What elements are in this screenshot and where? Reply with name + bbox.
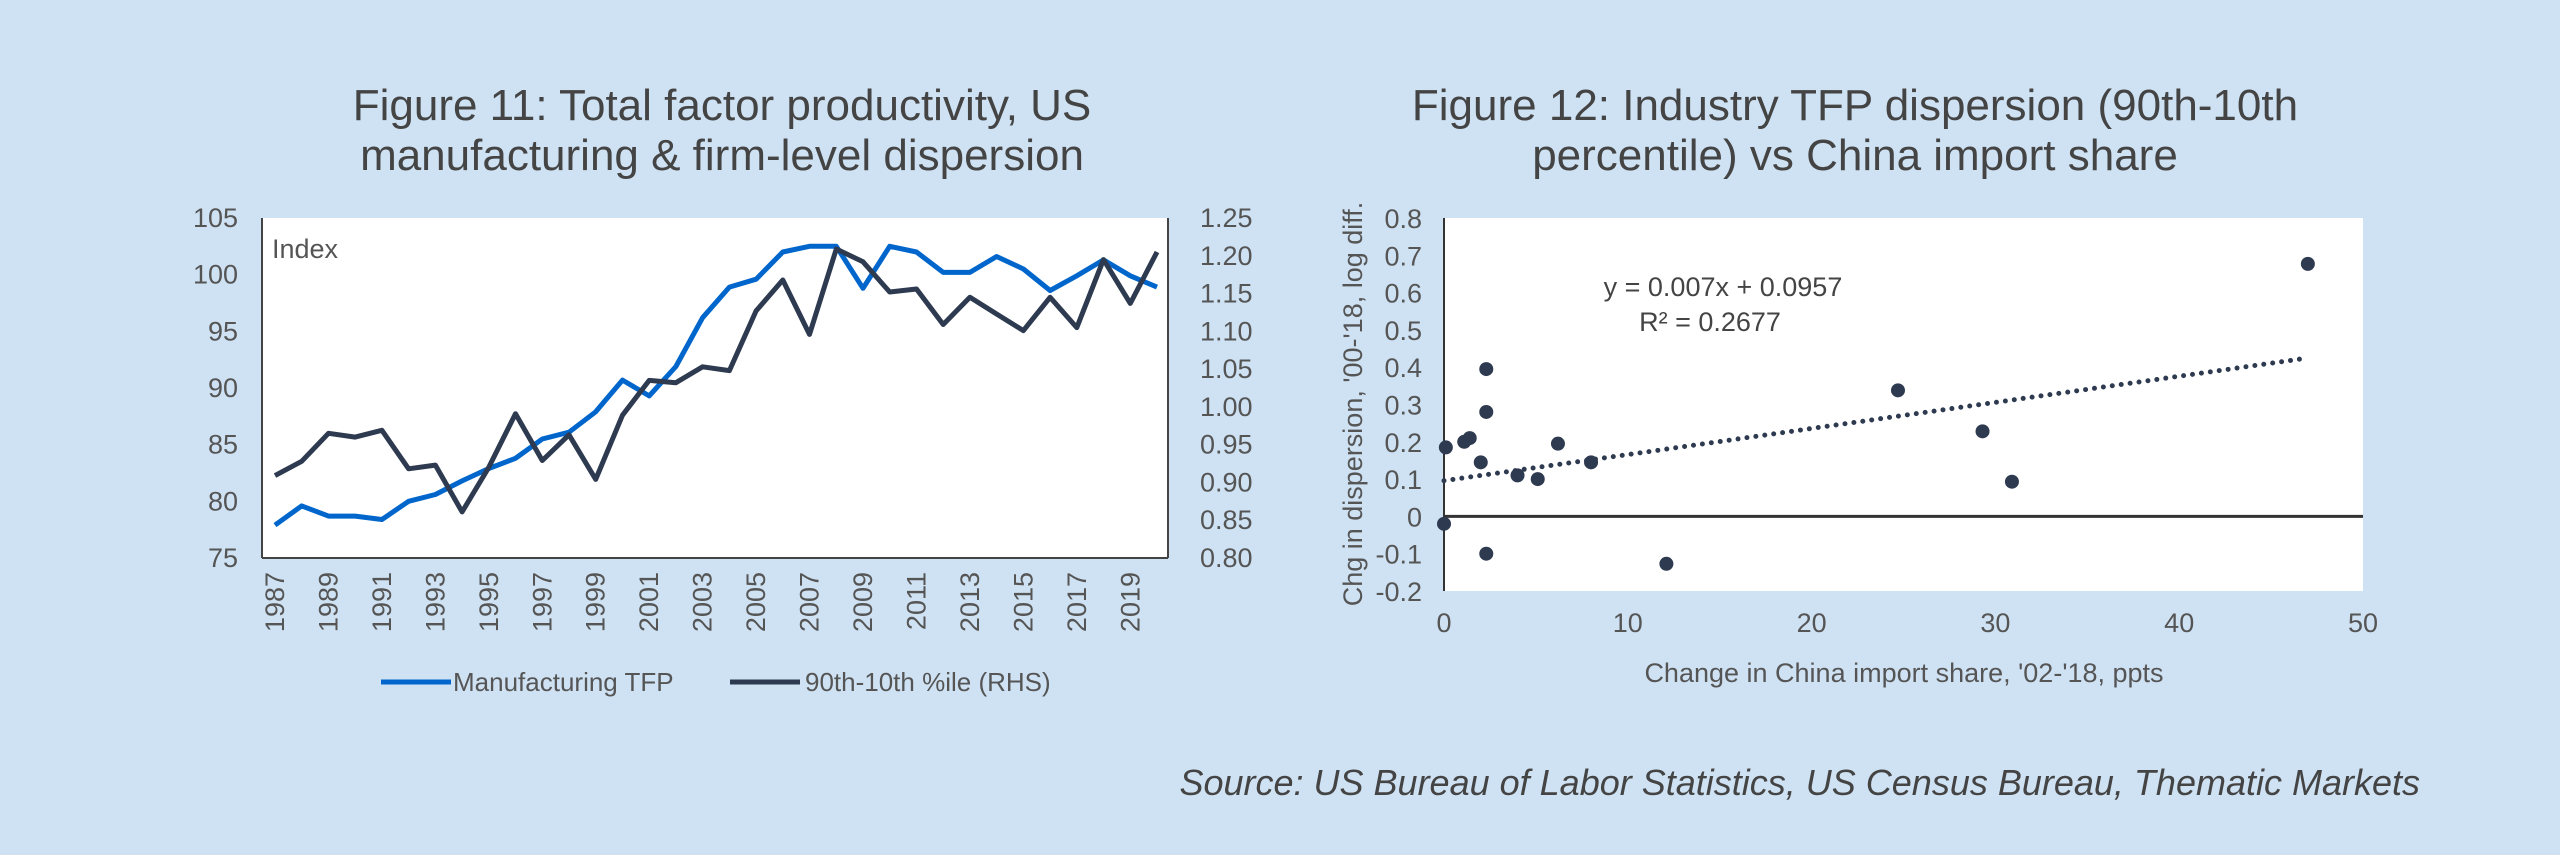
fig12-ytick-label: 0.2 [1384,428,1422,458]
fig11-xtick-label: 2011 [901,572,931,630]
source-note: Source: US Bureau of Labor Statistics, U… [1179,762,2420,803]
fig11-title-line2: manufacturing & firm-level dispersion [360,131,1084,180]
fig12-ytick-label: 0 [1407,502,1422,532]
fig12-xtick-label: 40 [2164,608,2194,638]
fig12-ytick-label: 0.7 [1384,241,1422,271]
fig11-xtick-label: 2001 [634,572,664,632]
fig11-y2tick-label: 0.95 [1200,430,1253,460]
fig12-ytick-label: 0.8 [1384,204,1422,234]
fig11-ytick-label: 85 [208,430,238,460]
scatter-point [1438,440,1453,455]
fig12-ytick-label: 0.3 [1384,391,1422,421]
legend-label-tfp: Manufacturing TFP [453,667,674,697]
fig12-ytick-label: 0.6 [1384,279,1422,309]
scatter-point [1975,424,1990,439]
fig11-y2tick-label: 1.00 [1200,392,1253,422]
fig11-y2tick-label: 0.85 [1200,505,1253,535]
trendline-equation: y = 0.007x + 0.0957 [1604,272,1843,302]
fig11-xtick-label: 2015 [1008,572,1038,632]
scatter-point [1659,556,1674,571]
scatter-point [1530,472,1545,487]
fig12-xtick-label: 30 [1980,608,2010,638]
fig12-xtick-label: 20 [1797,608,1827,638]
fig11-xtick-label: 1995 [474,572,504,632]
scatter-point [1437,516,1451,531]
fig11-xtick-label: 2017 [1062,572,1092,632]
fig11-ylabel: Index [272,234,339,264]
fig11-y2tick-label: 1.10 [1200,316,1253,346]
fig11-legend: Manufacturing TFP 90th-10th %ile (RHS) [381,667,1051,697]
fig12-ytick-label: 0.5 [1384,316,1422,346]
dispersion-series-line [273,246,1160,515]
fig11-ytick-label: 90 [208,373,238,403]
fig11-xtick-label: 2013 [955,572,985,632]
fig12-xtick-label: 50 [2348,608,2378,638]
tfp-series-line [273,243,1158,528]
scatter-point [1479,546,1494,561]
scatter-point [1550,436,1565,451]
fig12-title-line2: percentile) vs China import share [1532,131,2178,180]
fig11-ytick-label: 75 [208,543,238,573]
fig12-ytick-label: 0.1 [1384,465,1422,495]
scatter-point [2300,256,2315,271]
scatter-point [1462,431,1477,446]
fig11-y2tick-label: 0.90 [1200,467,1253,497]
fig11-xtick-label: 1999 [581,572,611,632]
scatter-point [1479,404,1494,419]
fig11-ytick-label: 95 [208,316,238,346]
fig11-xtick-label: 2009 [848,572,878,632]
figure-11: Figure 11: Total factor productivity, US… [193,81,1253,697]
fig12-xtick-label: 0 [1436,608,1451,638]
fig11-xtick-label: 2007 [795,572,825,632]
fig11-xtick-label: 2005 [741,572,771,632]
fig11-y2tick-label: 1.25 [1200,203,1253,233]
fig11-y2tick-label: 1.15 [1200,279,1253,309]
fig11-ytick-label: 80 [208,486,238,516]
fig11-xtick-label: 2003 [688,572,718,632]
scatter-point [1473,455,1488,470]
fig12-ytick-label: 0.4 [1384,353,1422,383]
scatter-point [1479,362,1494,377]
fig11-y2tick-label: 1.20 [1200,241,1253,271]
trendline-r-squared: R² = 0.2677 [1639,307,1781,337]
fig12-title-line1: Figure 12: Industry TFP dispersion (90th… [1412,81,2298,130]
fig11-xtick-label: 1997 [527,572,557,632]
scatter-point [1510,468,1525,483]
scatter-point [1890,383,1905,398]
fig11-xtick-label: 1991 [367,572,397,632]
fig12-ylabel: Chg in dispersion, '00-'18, log diff. [1338,202,1368,607]
fig11-y2tick-label: 0.80 [1200,543,1253,573]
fig12-plot-area [1444,218,2363,591]
fig11-xtick-label: 1987 [260,572,290,632]
legend-label-dispersion: 90th-10th %ile (RHS) [805,667,1051,697]
fig11-ytick-label: 105 [193,203,238,233]
fig11-title-line1: Figure 11: Total factor productivity, US [353,81,1092,130]
fig12-xtick-label: 10 [1613,608,1643,638]
scatter-point [2004,474,2019,489]
scatter-point [1584,455,1599,470]
fig11-xtick-label: 2019 [1115,572,1145,632]
fig12-ytick-label: -0.2 [1375,577,1422,607]
fig11-ytick-label: 100 [193,260,238,290]
figure-12: Figure 12: Industry TFP dispersion (90th… [1338,81,2378,688]
fig12-ytick-label: -0.1 [1375,540,1422,570]
fig11-xtick-label: 1993 [420,572,450,632]
fig11-xtick-label: 1989 [313,572,343,632]
fig11-y2tick-label: 1.05 [1200,354,1253,384]
fig12-xlabel: Change in China import share, '02-'18, p… [1644,658,2163,688]
